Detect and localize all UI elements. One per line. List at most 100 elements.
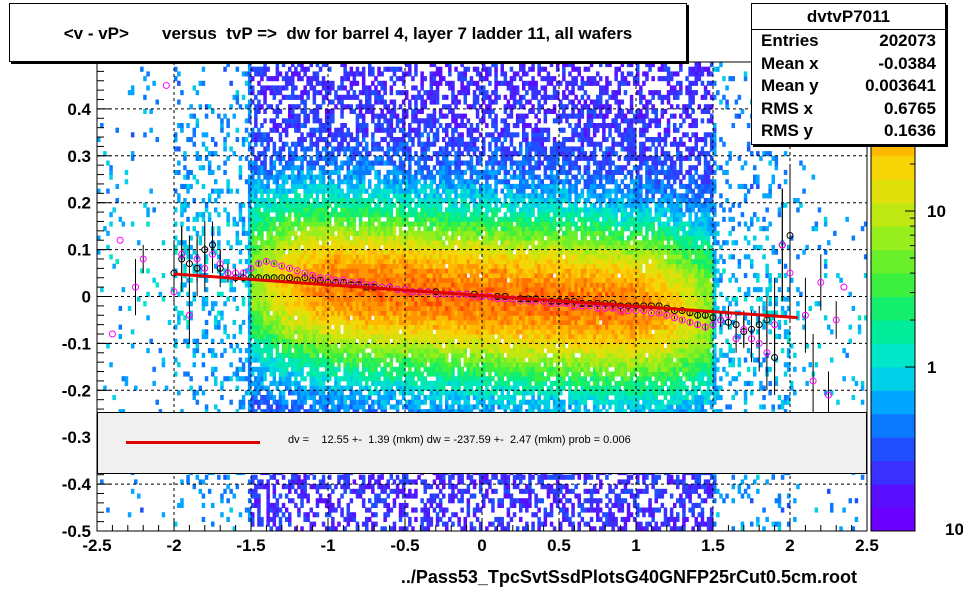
- profile-magenta-point: [209, 250, 216, 258]
- x-axis-title: ../Pass53_TpcSvtSsdPlotsG40GNFP25rCut0.5…: [400, 567, 857, 587]
- x-tick-label: 2: [785, 536, 794, 555]
- y-tick-label: -0.5: [62, 522, 91, 541]
- profile-magenta-point: [224, 269, 232, 277]
- color-scale-bin: [871, 319, 915, 344]
- profile-magenta-point: [239, 269, 247, 277]
- z-tick-label: 1: [927, 358, 936, 377]
- profile-magenta-point: [216, 260, 224, 268]
- profile-magenta-point: [763, 349, 771, 357]
- profile-magenta-point: [809, 377, 817, 385]
- stats-row-mean-y: Mean y 0.003641: [761, 76, 936, 95]
- profile-magenta-point: [201, 264, 209, 272]
- profile-magenta-point: [332, 276, 340, 284]
- stats-row-rms-x: RMS x 0.6765: [761, 98, 936, 118]
- color-scale-bin: [871, 460, 915, 485]
- profile-magenta-point: [694, 321, 702, 329]
- x-tick-label: 0: [477, 536, 486, 555]
- x-tick-label: 1.5: [701, 536, 725, 555]
- profile-magenta-point: [232, 269, 240, 277]
- profile-magenta-point: [286, 264, 293, 272]
- profile-magenta-point: [108, 330, 116, 338]
- color-scale-bin: [871, 413, 915, 438]
- profile-magenta-point: [717, 316, 725, 324]
- color-scale-bin: [871, 343, 915, 368]
- profile-magenta-point: [647, 309, 655, 317]
- z-tick-label-partial: 10: [945, 520, 963, 539]
- profile-magenta-point: [709, 321, 717, 329]
- profile-black-point: [694, 311, 702, 319]
- color-scale-bin: [871, 155, 915, 180]
- color-scale-bin: [871, 484, 915, 509]
- profile-magenta-point: [701, 323, 709, 331]
- y-tick-label: -0.3: [62, 428, 91, 447]
- profile-magenta-point: [817, 278, 825, 286]
- y-tick-label: 0.2: [67, 194, 91, 213]
- profile-magenta-point: [786, 269, 794, 277]
- color-scale-bin: [871, 202, 915, 227]
- profile-magenta-point: [678, 316, 686, 324]
- profile-magenta-point: [170, 288, 178, 296]
- x-tick-label: -0.5: [390, 536, 419, 555]
- y-tick-label: -0.4: [62, 475, 92, 494]
- profile-magenta-point: [301, 269, 309, 277]
- profile-magenta: [108, 81, 848, 428]
- color-scale-bin: [871, 249, 915, 274]
- profile-magenta-point: [270, 260, 278, 268]
- profile-magenta-point: [193, 255, 201, 263]
- x-tick-label: -1.5: [236, 536, 265, 555]
- y-tick-label: 0.1: [67, 241, 91, 260]
- x-tick-label: -1: [320, 536, 335, 555]
- stats-row-rms-y: RMS y 0.1636: [761, 121, 936, 140]
- stats-row-mean-x: Mean x -0.0384: [761, 53, 936, 73]
- y-tick-label: 0.4: [67, 100, 91, 119]
- color-scale-bin: [871, 366, 915, 391]
- profile-magenta-point: [771, 321, 779, 329]
- stats-row-entries: Entries 202073: [761, 31, 936, 50]
- y-tick-label: -0.1: [62, 334, 91, 353]
- profile-magenta-point: [748, 335, 755, 343]
- fit-legend: dv = 12.55 +- 1.39 (mkm) dw = -237.59 +-…: [97, 412, 867, 474]
- profile-magenta-point: [832, 316, 840, 324]
- profile-magenta-point: [663, 311, 671, 319]
- profile-magenta-point: [247, 264, 255, 272]
- profile-magenta-point: [139, 255, 147, 263]
- fit-legend-line: [126, 441, 260, 444]
- fit-line: [173, 272, 798, 320]
- profile-magenta-point: [262, 257, 270, 265]
- profile-magenta-point: [594, 304, 601, 312]
- chart-title: <v - vP> versus tvP => dw for barrel 4, …: [63, 24, 633, 43]
- profile-magenta-point: [162, 81, 170, 89]
- chart-title-box: <v - vP> versus tvP => dw for barrel 4, …: [9, 3, 687, 62]
- color-scale-bin: [871, 179, 915, 204]
- profile-magenta-point: [132, 283, 139, 291]
- profile-magenta-point: [617, 307, 625, 315]
- profile-magenta-point: [293, 267, 301, 275]
- profile-black-point: [301, 274, 309, 282]
- profile-magenta-point: [185, 311, 193, 319]
- color-scale-bin: [871, 507, 915, 532]
- fit-legend-text: dv = 12.55 +- 1.39 (mkm) dw = -237.59 +-…: [288, 434, 631, 446]
- profile-magenta-point: [825, 391, 832, 399]
- z-tick-label: 10: [927, 202, 946, 221]
- color-scale-bin: [871, 437, 915, 462]
- profile-magenta-point: [278, 262, 286, 270]
- profile-magenta-point: [255, 260, 263, 268]
- profile-magenta-point: [324, 274, 332, 282]
- profile-magenta-point: [655, 309, 663, 317]
- profile-magenta-point: [316, 274, 324, 282]
- x-tick-label: -2.5: [82, 536, 111, 555]
- profile-black-point: [185, 260, 193, 268]
- color-scale-bin: [871, 226, 915, 251]
- profile-magenta-point: [755, 339, 763, 347]
- profile-magenta-point: [840, 283, 848, 291]
- color-scale-bin: [871, 273, 915, 297]
- profile-magenta-point: [778, 241, 786, 249]
- profile-magenta-point: [178, 250, 186, 258]
- color-scale-bin: [871, 296, 915, 321]
- color-scale-bin: [871, 390, 915, 415]
- profile-magenta-point: [339, 276, 347, 284]
- stats-name: dvtvP7011: [752, 4, 945, 30]
- x-tick-label: 0.5: [547, 536, 571, 555]
- profile-magenta-point: [732, 335, 740, 343]
- y-tick-label: -0.2: [62, 381, 91, 400]
